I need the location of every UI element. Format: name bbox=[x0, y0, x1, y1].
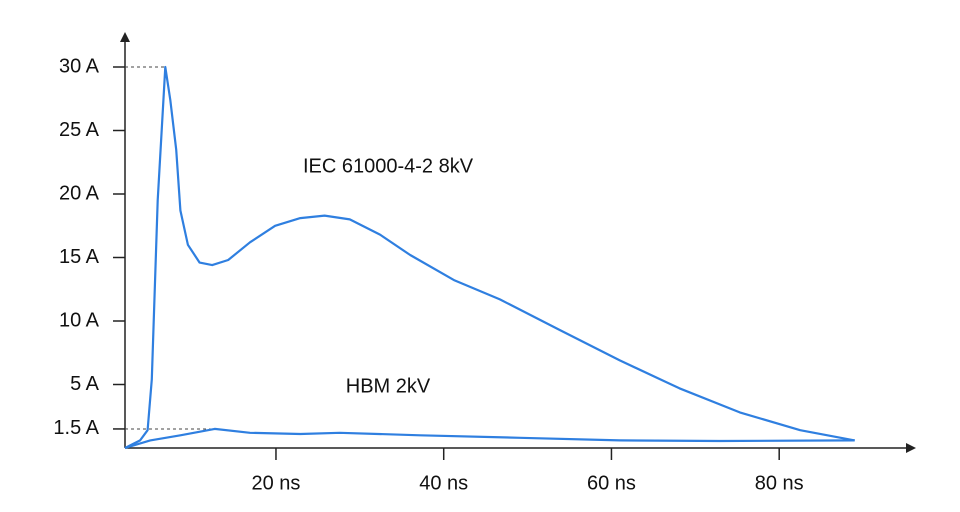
y-tick-label: 5 A bbox=[70, 373, 100, 395]
x-tick-label: 60 ns bbox=[587, 472, 636, 494]
y-tick-label: 10 A bbox=[59, 309, 100, 331]
x-tick-label: 20 ns bbox=[251, 472, 300, 494]
series-line bbox=[124, 427, 855, 450]
x-axis-arrow bbox=[906, 443, 916, 453]
annotation: HBM 2kV bbox=[346, 375, 431, 397]
annotation: IEC 61000-4-2 8kV bbox=[303, 155, 474, 177]
x-tick-label: 80 ns bbox=[755, 472, 804, 494]
y-tick-label: 20 A bbox=[59, 182, 100, 204]
series-line bbox=[124, 65, 855, 449]
y-tick-label: 30 A bbox=[59, 55, 100, 77]
y-tick-label: 15 A bbox=[59, 246, 100, 268]
y-tick-label: 1.5 A bbox=[53, 417, 99, 439]
y-axis-arrow bbox=[120, 32, 130, 42]
x-tick-label: 40 ns bbox=[419, 472, 468, 494]
y-tick-label: 25 A bbox=[59, 119, 100, 141]
